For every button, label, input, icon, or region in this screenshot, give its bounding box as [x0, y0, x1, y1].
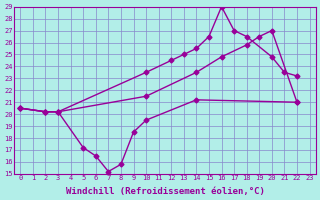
- X-axis label: Windchill (Refroidissement éolien,°C): Windchill (Refroidissement éolien,°C): [66, 187, 264, 196]
